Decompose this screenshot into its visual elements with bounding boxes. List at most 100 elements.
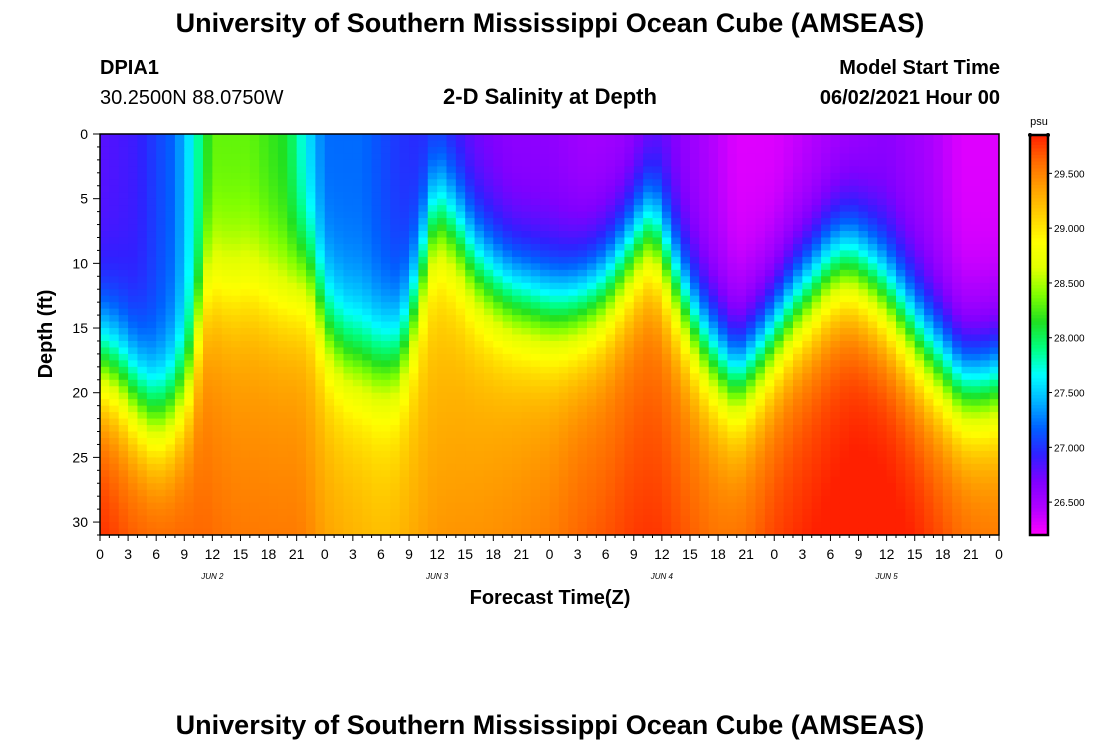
heatmap-cell	[137, 166, 148, 174]
heatmap-cell	[109, 269, 120, 277]
heatmap-cell	[418, 379, 429, 387]
heatmap-cell	[821, 392, 832, 400]
heatmap-cell	[821, 198, 832, 206]
heatmap-cell	[174, 412, 185, 420]
heatmap-cell	[390, 192, 401, 200]
heatmap-cell	[736, 483, 747, 491]
heatmap-cell	[193, 263, 204, 271]
heatmap-cell	[605, 172, 616, 180]
heatmap-cell	[502, 263, 513, 271]
heatmap-cell	[277, 140, 288, 148]
heatmap-cell	[446, 205, 457, 213]
heatmap-cell	[568, 295, 579, 303]
heatmap-cell	[343, 379, 354, 387]
heatmap-cell	[259, 347, 270, 355]
heatmap-cell	[399, 179, 410, 187]
heatmap-cell	[455, 463, 466, 471]
heatmap-cell	[577, 192, 588, 200]
heatmap-cell	[521, 211, 532, 219]
heatmap-cell	[362, 237, 373, 245]
heatmap-cell	[249, 450, 260, 458]
heatmap-cell	[652, 450, 663, 458]
heatmap-cell	[306, 496, 316, 504]
heatmap-cell	[100, 237, 110, 245]
heatmap-cell	[652, 405, 663, 413]
heatmap-cell	[727, 179, 738, 187]
heatmap-cell	[755, 250, 766, 258]
heatmap-cell	[268, 418, 279, 426]
heatmap-cell	[315, 386, 326, 394]
heatmap-cell	[615, 224, 626, 232]
heatmap-cell	[221, 444, 232, 452]
heatmap-cell	[530, 399, 541, 407]
heatmap-cell	[811, 489, 822, 497]
heatmap-cell	[521, 276, 532, 284]
heatmap-cell	[371, 496, 382, 504]
heatmap-cell	[540, 315, 551, 323]
heatmap-cell	[746, 392, 757, 400]
heatmap-cell	[680, 263, 691, 271]
heatmap-cell	[277, 256, 288, 264]
heatmap-cell	[118, 496, 129, 504]
heatmap-cell	[661, 450, 672, 458]
heatmap-cell	[699, 134, 710, 142]
heatmap-cell	[821, 263, 832, 271]
heatmap-cell	[830, 450, 841, 458]
heatmap-cell	[830, 528, 841, 535]
heatmap-cell	[652, 502, 663, 510]
heatmap-cell	[306, 179, 316, 187]
heatmap-cell	[821, 166, 832, 174]
heatmap-cell	[568, 315, 579, 323]
heatmap-cell	[689, 412, 700, 420]
heatmap-cell	[521, 522, 532, 530]
heatmap-cell	[605, 405, 616, 413]
heatmap-cell	[549, 328, 560, 336]
heatmap-cell	[362, 509, 373, 517]
heatmap-cell	[586, 276, 597, 284]
heatmap-cell	[540, 418, 551, 426]
heatmap-cell	[802, 250, 813, 258]
heatmap-cell	[371, 522, 382, 530]
heatmap-cell	[671, 463, 682, 471]
heatmap-cell	[165, 308, 176, 316]
heatmap-cell	[755, 295, 766, 303]
heatmap-cell	[446, 502, 457, 510]
heatmap-cell	[193, 470, 204, 478]
heatmap-cell	[558, 250, 569, 258]
heatmap-cell	[184, 328, 195, 336]
heatmap-cell	[380, 334, 391, 342]
heatmap-cell	[212, 412, 223, 420]
heatmap-cell	[174, 405, 185, 413]
heatmap-cell	[558, 528, 569, 535]
heatmap-cell	[502, 321, 513, 329]
heatmap-cell	[306, 502, 316, 510]
heatmap-cell	[455, 205, 466, 213]
heatmap-cell	[231, 218, 242, 226]
heatmap-cell	[521, 425, 532, 433]
heatmap-cell	[109, 431, 120, 439]
heatmap-cell	[643, 308, 654, 316]
heatmap-cell	[380, 392, 391, 400]
heatmap-cell	[558, 463, 569, 471]
heatmap-cell	[446, 373, 457, 381]
heatmap-cell	[409, 334, 419, 342]
heatmap-cell	[137, 185, 148, 193]
heatmap-cell	[334, 340, 345, 349]
heatmap-cell	[268, 353, 279, 361]
heatmap-cell	[577, 295, 588, 303]
heatmap-cell	[540, 496, 551, 504]
heatmap-cell	[680, 366, 691, 374]
heatmap-cell	[352, 289, 363, 297]
heatmap-cell	[455, 470, 466, 478]
heatmap-cell	[849, 179, 860, 187]
heatmap-cell	[109, 231, 120, 239]
heatmap-cell	[755, 509, 766, 517]
heatmap-cell	[380, 243, 391, 252]
heatmap-cell	[146, 263, 157, 271]
heatmap-cell	[596, 483, 607, 491]
heatmap-cell	[540, 502, 551, 510]
heatmap-cell	[231, 308, 242, 316]
heatmap-cell	[146, 146, 157, 155]
heatmap-cell	[718, 353, 729, 361]
heatmap-cell	[212, 315, 223, 323]
